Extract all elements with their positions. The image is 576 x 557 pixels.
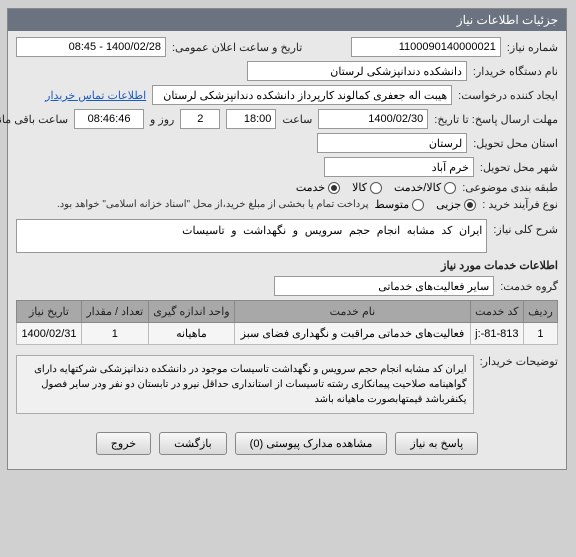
details-window: جزئیات اطلاعات نیاز شماره نیاز: تاریخ و … <box>8 8 568 470</box>
proc-opt2-label: متوسط <box>376 198 411 211</box>
window-title: جزئیات اطلاعات نیاز <box>458 13 559 27</box>
table-header-row: ردیف کد خدمت نام خدمت واحد اندازه گیری ت… <box>18 301 559 323</box>
th-code: کد خدمت <box>471 301 524 323</box>
process-option-minor[interactable]: جزیی <box>437 198 477 211</box>
window-titlebar: جزئیات اطلاعات نیاز <box>9 9 567 31</box>
countdown-field[interactable] <box>75 109 145 129</box>
cell-code: j:-81-813 <box>471 323 524 345</box>
creator-field[interactable] <box>153 85 453 105</box>
cell-qty: 1 <box>82 323 149 345</box>
th-row: ردیف <box>524 301 558 323</box>
back-button[interactable]: بازگشت <box>160 432 228 455</box>
category-radio-group: کالا/خدمت کالا خدمت <box>297 181 457 194</box>
respond-button[interactable]: پاسخ به نیاز <box>396 432 479 455</box>
days-label: روز و <box>151 113 175 126</box>
exit-button[interactable]: خروج <box>97 432 152 455</box>
process-label: نوع فرآیند خرید : <box>483 198 559 211</box>
cat-opt1-label: کالا/خدمت <box>395 181 442 194</box>
radio-icon <box>329 182 341 194</box>
province-label: استان محل تحویل: <box>474 137 559 150</box>
buyer-desc-box: ایران کد مشابه انجام حجم سرویس و نگهداشت… <box>17 355 475 414</box>
need-number-field[interactable] <box>352 37 502 57</box>
category-option-goods[interactable]: کالا <box>353 181 383 194</box>
time-label: ساعت <box>283 113 313 126</box>
cat-opt3-label: خدمت <box>297 181 326 194</box>
deadline-label: مهلت ارسال پاسخ: تا تاریخ: <box>435 113 559 126</box>
services-section-title: اطلاعات خدمات مورد نیاز <box>17 259 559 272</box>
service-group-field[interactable] <box>275 276 495 296</box>
buyer-contact-link[interactable]: اطلاعات تماس خریدار <box>46 89 147 102</box>
radio-icon <box>413 199 425 211</box>
services-table: ردیف کد خدمت نام خدمت واحد اندازه گیری ت… <box>17 300 559 345</box>
days-field[interactable] <box>181 109 221 129</box>
desc-textarea[interactable] <box>17 219 488 253</box>
process-radio-group: جزیی متوسط <box>376 198 478 211</box>
radio-icon <box>465 199 477 211</box>
th-name: نام خدمت <box>236 301 472 323</box>
th-qty: تعداد / مقدار <box>82 301 149 323</box>
buyer-label: نام دستگاه خریدار: <box>474 65 559 78</box>
button-row: پاسخ به نیاز مشاهده مدارک پیوستی (0) باز… <box>17 424 559 463</box>
remaining-label: ساعت باقی مانده <box>0 113 69 126</box>
proc-opt1-label: جزیی <box>437 198 462 211</box>
category-option-service[interactable]: خدمت <box>297 181 341 194</box>
cell-row: 1 <box>524 323 558 345</box>
announce-field[interactable] <box>17 37 167 57</box>
category-option-both[interactable]: کالا/خدمت <box>395 181 457 194</box>
radio-icon <box>371 182 383 194</box>
creator-label: ایجاد کننده درخواست: <box>459 89 559 102</box>
category-label: طبقه بندی موضوعی: <box>463 181 559 194</box>
province-field[interactable] <box>318 133 468 153</box>
cell-date: 1400/02/31 <box>18 323 83 345</box>
buyer-field[interactable] <box>248 61 468 81</box>
cell-unit: ماهیانه <box>149 323 235 345</box>
need-number-label: شماره نیاز: <box>508 41 559 54</box>
process-option-medium[interactable]: متوسط <box>376 198 426 211</box>
attachments-button[interactable]: مشاهده مدارک پیوستی (0) <box>236 432 389 455</box>
form-body: شماره نیاز: تاریخ و ساعت اعلان عمومی: نا… <box>9 31 567 469</box>
deadline-time-field[interactable] <box>227 109 277 129</box>
table-row[interactable]: 1 j:-81-813 فعالیت‌های خدماتی مراقبت و ن… <box>18 323 559 345</box>
deadline-date-field[interactable] <box>319 109 429 129</box>
announce-label: تاریخ و ساعت اعلان عمومی: <box>173 41 303 54</box>
radio-icon <box>445 182 457 194</box>
th-unit: واحد اندازه گیری <box>149 301 235 323</box>
city-field[interactable] <box>325 157 475 177</box>
buyer-desc-label: توضیحات خریدار: <box>481 351 559 368</box>
process-note: پرداخت تمام یا بخشی از مبلغ خرید،از محل … <box>58 199 370 210</box>
service-group-label: گروه خدمت: <box>501 280 559 293</box>
th-date: تاریخ نیاز <box>18 301 83 323</box>
cell-name: فعالیت‌های خدماتی مراقبت و نگهداری فضای … <box>236 323 472 345</box>
cat-opt2-label: کالا <box>353 181 368 194</box>
city-label: شهر محل تحویل: <box>481 161 559 174</box>
desc-label: شرح کلی نیاز: <box>494 219 559 236</box>
